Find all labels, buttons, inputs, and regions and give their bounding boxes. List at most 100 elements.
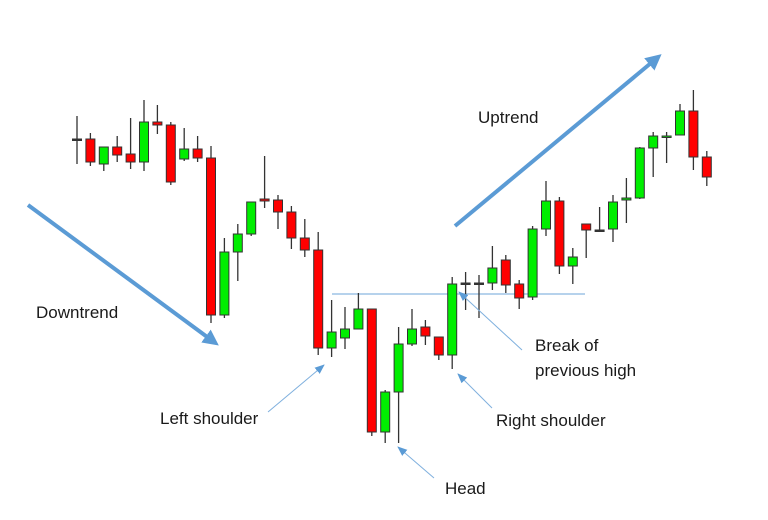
bullish-candle-body: [98, 146, 109, 165]
break-arrow: [458, 291, 523, 351]
candle: [433, 336, 444, 360]
bearish-candle-body: [366, 308, 377, 433]
bullish-candle-body: [675, 110, 685, 136]
candle: [366, 308, 377, 436]
bullish-candle-body: [621, 197, 632, 201]
candle: [688, 90, 699, 170]
left-shoulder-label: Left shoulder: [160, 409, 259, 428]
doji-candle-body: [594, 229, 605, 232]
doji-candle-body: [72, 138, 82, 141]
bearish-candle-body: [299, 237, 310, 251]
bullish-candle-body: [246, 201, 257, 235]
bullish-candle-body: [661, 135, 672, 138]
bullish-candle-body: [447, 283, 458, 356]
bearish-candle-body: [554, 200, 565, 267]
doji-candle-body: [474, 282, 484, 285]
candle: [420, 320, 431, 345]
bearish-candle-body: [286, 211, 297, 239]
bearish-candle-body: [433, 336, 444, 356]
bearish-candle-body: [273, 199, 283, 213]
bearish-candle-body: [125, 153, 136, 163]
candle: [648, 132, 659, 177]
candle: [246, 201, 257, 236]
candle: [661, 132, 672, 163]
bullish-candle-body: [648, 135, 659, 149]
left-shoulder-arrow: [267, 364, 325, 413]
bullish-candle-body: [487, 267, 498, 284]
bearish-candle-body: [192, 148, 203, 159]
candle: [192, 136, 203, 162]
bearish-candle-body: [701, 156, 712, 178]
bearish-candle-body: [85, 138, 96, 163]
candle: [594, 207, 605, 232]
break-label-line1: Break of: [535, 336, 599, 355]
bearish-candle-body: [420, 326, 431, 337]
downtrend-label: Downtrend: [36, 303, 118, 322]
bullish-candle-body: [393, 343, 404, 393]
candle: [112, 136, 123, 162]
candle: [353, 293, 364, 330]
candle: [500, 255, 511, 293]
bullish-candle-body: [219, 251, 230, 316]
bearish-candle-body: [688, 110, 699, 158]
candle: [393, 327, 404, 443]
bearish-candle-body: [206, 157, 216, 316]
bullish-candle-body: [407, 328, 417, 345]
candle: [554, 197, 565, 274]
bullish-candle-body: [139, 121, 149, 163]
bullish-candle-body: [340, 328, 350, 339]
bearish-candle-body: [313, 249, 324, 349]
candle: [460, 272, 471, 310]
bullish-candle-body: [567, 256, 578, 267]
candle: [85, 133, 96, 166]
candle: [407, 309, 417, 346]
candle: [581, 223, 592, 258]
candle: [273, 195, 283, 229]
candle: [447, 277, 458, 369]
candle: [701, 151, 712, 186]
candle: [340, 307, 350, 349]
candle: [152, 105, 163, 134]
candle: [299, 219, 310, 257]
bearish-candle-body: [581, 223, 592, 231]
bullish-candle-body: [353, 308, 364, 330]
candle: [125, 118, 136, 169]
candle: [179, 128, 190, 161]
candle: [514, 280, 525, 309]
candle: [98, 146, 109, 171]
head-arrow: [397, 446, 435, 479]
bullish-candle-body: [527, 228, 538, 298]
candle: [527, 226, 538, 300]
bearish-candle-body: [165, 124, 176, 183]
candle: [313, 232, 324, 355]
bullish-candle-body: [232, 233, 243, 253]
candle: [259, 156, 270, 208]
candles: [72, 90, 712, 443]
bearish-candle-body: [112, 146, 123, 156]
candle: [634, 147, 645, 199]
candle: [72, 116, 82, 164]
right-shoulder-label: Right shoulder: [496, 411, 606, 430]
candle: [487, 246, 498, 290]
candle: [165, 122, 176, 185]
candle: [675, 104, 685, 136]
bullish-candle-body: [380, 391, 391, 433]
head-label: Head: [445, 479, 486, 498]
candle: [608, 195, 618, 242]
bullish-candle-body: [326, 331, 337, 349]
candle: [206, 146, 216, 323]
doji-candle-body: [460, 282, 471, 285]
bullish-candle-body: [179, 148, 190, 160]
bullish-candle-body: [541, 200, 551, 230]
candle: [326, 300, 337, 357]
candle: [232, 224, 243, 281]
bearish-candle-body: [514, 283, 525, 299]
candle: [621, 178, 632, 223]
uptrend-arrow: [453, 54, 662, 228]
right-shoulder-arrow: [457, 373, 493, 409]
candle: [139, 100, 149, 171]
downtrend-arrow: [26, 203, 219, 346]
bullish-candle-body: [608, 201, 618, 230]
break-label-line2: previous high: [535, 361, 636, 380]
